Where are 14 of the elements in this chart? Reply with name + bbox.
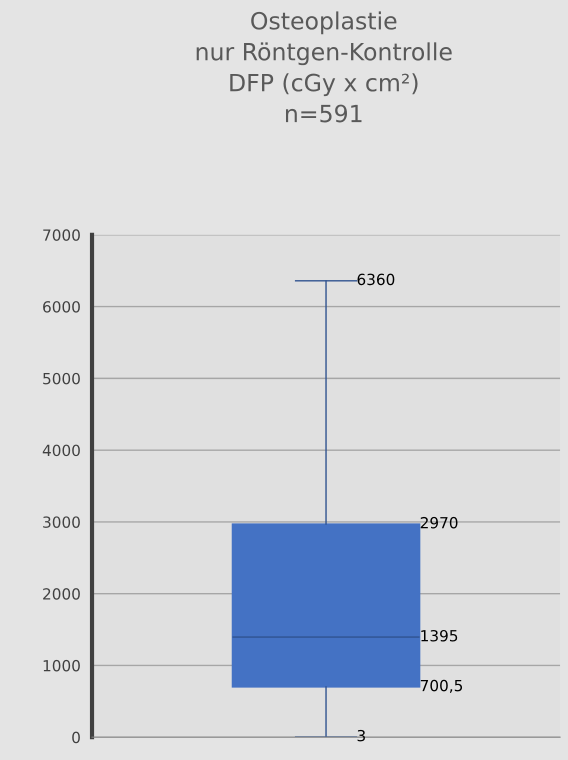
- y-tick-label: 1000: [44, 660, 80, 672]
- y-tick-label: 6000: [43, 301, 80, 313]
- annotation: 2970: [420, 516, 458, 528]
- y-tick-label: 2000: [43, 588, 80, 600]
- annotation: 6360: [358, 274, 394, 286]
- y-tick-label: 7000: [43, 229, 80, 241]
- annotation: 1395: [421, 630, 458, 642]
- chart-title: Osteoplastie nur Röntgen-Kontrolle DFP (cGy x cm²) n=591: [196, 11, 452, 122]
- annotation: 700,5: [420, 680, 462, 693]
- y-tick-label: 0: [72, 732, 80, 744]
- y-tick-label: 4000: [42, 444, 80, 456]
- y-tick-label: 3000: [43, 516, 80, 528]
- annotation: 3: [358, 730, 365, 742]
- y-tick-label: 5000: [43, 372, 80, 384]
